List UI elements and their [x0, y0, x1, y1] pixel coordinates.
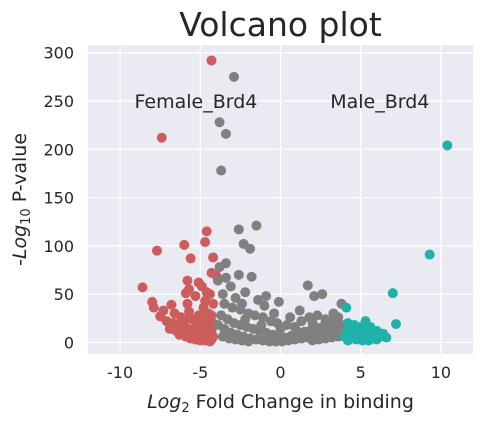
- x-tick-label: -5: [192, 363, 208, 382]
- y-tick-label: 0: [64, 333, 74, 352]
- data-point: [341, 302, 352, 313]
- data-point: [166, 299, 177, 310]
- data-point: [442, 140, 453, 151]
- data-point: [214, 262, 225, 273]
- data-point: [184, 306, 195, 317]
- x-tick-label: 0: [275, 363, 285, 382]
- x-tick-label: 10: [431, 363, 451, 382]
- data-point: [151, 245, 162, 256]
- data-point: [391, 319, 401, 330]
- data-point: [220, 128, 231, 139]
- data-point: [156, 132, 167, 143]
- data-point: [233, 269, 244, 280]
- data-point: [259, 300, 270, 311]
- data-point: [208, 252, 219, 263]
- data-point: [185, 253, 196, 264]
- data-point: [424, 249, 435, 260]
- data-point: [253, 294, 264, 305]
- data-point: [261, 291, 272, 302]
- data-point: [148, 302, 159, 313]
- data-point: [230, 292, 241, 303]
- data-point: [212, 275, 223, 286]
- chart-title: Volcano plot: [179, 5, 382, 44]
- data-point: [275, 323, 286, 334]
- data-point: [206, 310, 217, 321]
- data-point: [228, 71, 239, 82]
- data-point: [273, 296, 284, 307]
- data-point: [387, 288, 398, 299]
- data-point: [180, 288, 191, 299]
- data-point: [307, 318, 318, 329]
- y-tick-labels: 0 50 100 150 200 250 300: [43, 44, 74, 353]
- y-tick-label: 300: [43, 44, 74, 63]
- data-point: [225, 281, 236, 292]
- data-point: [220, 272, 231, 283]
- data-point: [217, 289, 228, 300]
- data-point: [269, 308, 280, 319]
- data-point: [363, 335, 374, 346]
- x-tick-label: -10: [107, 363, 133, 382]
- data-point: [237, 298, 247, 309]
- data-points: [137, 55, 453, 347]
- data-point: [342, 335, 353, 346]
- y-tick-label: 150: [43, 189, 74, 208]
- data-point: [371, 334, 382, 345]
- data-point: [317, 289, 328, 300]
- data-point: [294, 305, 305, 316]
- data-point: [200, 236, 211, 247]
- data-point: [249, 310, 260, 321]
- data-point: [240, 287, 251, 298]
- data-point: [302, 280, 313, 291]
- data-point: [381, 332, 392, 343]
- x-tick-label: 5: [356, 363, 366, 382]
- x-axis-label-base: 2: [181, 401, 189, 416]
- data-point: [137, 282, 148, 293]
- data-point: [208, 331, 219, 342]
- data-point: [214, 117, 225, 128]
- y-axis-label: -Log10 P-value: [9, 133, 34, 266]
- data-point: [208, 298, 219, 309]
- grid-lines: [88, 45, 473, 354]
- y-tick-label: 200: [43, 140, 74, 159]
- data-point: [198, 316, 209, 327]
- y-tick-label: 50: [54, 285, 74, 304]
- data-point: [206, 55, 217, 66]
- y-tick-label: 250: [43, 92, 74, 111]
- data-point: [291, 325, 302, 336]
- data-point: [201, 226, 212, 237]
- annotations: Female_Brd4 Male_Brd4: [135, 91, 430, 113]
- data-point: [233, 224, 244, 235]
- data-point: [180, 314, 191, 325]
- x-tick-labels: -10 -5 0 5 10: [107, 363, 451, 382]
- x-axis-label-text: Fold Change in binding: [190, 391, 414, 413]
- data-point: [251, 220, 262, 231]
- data-point: [296, 316, 307, 327]
- data-point: [246, 271, 257, 282]
- data-point: [227, 302, 238, 313]
- data-point: [257, 312, 268, 323]
- data-point: [179, 239, 190, 250]
- data-point: [219, 298, 230, 309]
- data-point: [245, 243, 256, 254]
- data-point: [182, 275, 193, 286]
- x-axis-label: Log2 Fold Change in binding: [147, 391, 414, 416]
- x-axis-label-log: Log: [147, 391, 181, 413]
- data-point: [323, 316, 334, 327]
- data-point: [309, 291, 320, 302]
- y-axis-label-text: P-value: [9, 133, 31, 208]
- y-axis-label-base: 10: [19, 208, 34, 225]
- y-axis-label-log: -Log: [9, 225, 31, 266]
- data-point: [285, 312, 296, 323]
- data-point: [182, 298, 193, 309]
- y-tick-label: 100: [43, 237, 74, 256]
- data-point: [190, 291, 201, 302]
- data-point: [243, 336, 254, 347]
- annotation-female-brd4: Female_Brd4: [135, 91, 258, 113]
- data-point: [216, 165, 227, 176]
- data-point: [256, 320, 267, 331]
- data-point: [312, 310, 323, 321]
- data-point: [240, 314, 251, 325]
- annotation-male-brd4: Male_Brd4: [330, 91, 429, 113]
